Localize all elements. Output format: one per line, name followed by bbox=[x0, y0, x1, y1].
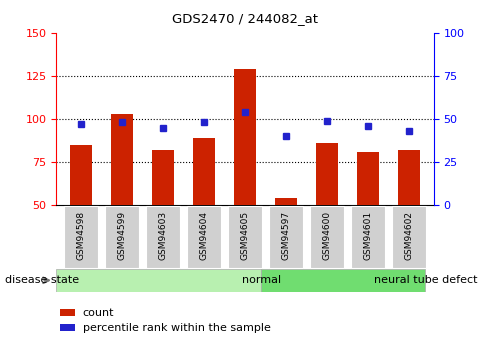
Bar bbox=[193, 138, 215, 205]
Text: GSM94602: GSM94602 bbox=[405, 211, 414, 260]
FancyBboxPatch shape bbox=[269, 206, 303, 268]
FancyBboxPatch shape bbox=[104, 206, 139, 268]
FancyBboxPatch shape bbox=[146, 206, 180, 268]
Bar bbox=[111, 114, 133, 205]
Text: GSM94599: GSM94599 bbox=[118, 211, 126, 260]
Bar bbox=[60, 324, 75, 331]
Bar bbox=[357, 152, 379, 205]
Bar bbox=[152, 150, 174, 205]
Bar bbox=[70, 145, 92, 205]
FancyBboxPatch shape bbox=[310, 206, 344, 268]
Text: GSM94600: GSM94600 bbox=[322, 211, 332, 260]
Text: GSM94605: GSM94605 bbox=[241, 211, 249, 260]
Bar bbox=[56, 269, 261, 292]
FancyBboxPatch shape bbox=[227, 206, 263, 268]
Bar bbox=[275, 198, 297, 205]
Bar bbox=[60, 309, 75, 316]
Text: GSM94597: GSM94597 bbox=[282, 211, 291, 260]
Text: GSM94604: GSM94604 bbox=[199, 211, 208, 260]
FancyBboxPatch shape bbox=[64, 206, 98, 268]
Text: neural tube defect: neural tube defect bbox=[374, 275, 477, 285]
Text: GDS2470 / 244082_at: GDS2470 / 244082_at bbox=[172, 12, 318, 25]
Text: GSM94598: GSM94598 bbox=[76, 211, 85, 260]
FancyBboxPatch shape bbox=[187, 206, 221, 268]
Text: count: count bbox=[83, 308, 114, 318]
Bar bbox=[316, 143, 338, 205]
Text: GSM94601: GSM94601 bbox=[364, 211, 372, 260]
FancyBboxPatch shape bbox=[392, 206, 426, 268]
Bar bbox=[261, 269, 425, 292]
Text: percentile rank within the sample: percentile rank within the sample bbox=[83, 324, 270, 333]
FancyBboxPatch shape bbox=[351, 206, 386, 268]
Text: disease state: disease state bbox=[5, 275, 79, 285]
Text: GSM94603: GSM94603 bbox=[158, 211, 168, 260]
Bar bbox=[398, 150, 420, 205]
Bar bbox=[234, 69, 256, 205]
Text: normal: normal bbox=[242, 275, 281, 285]
